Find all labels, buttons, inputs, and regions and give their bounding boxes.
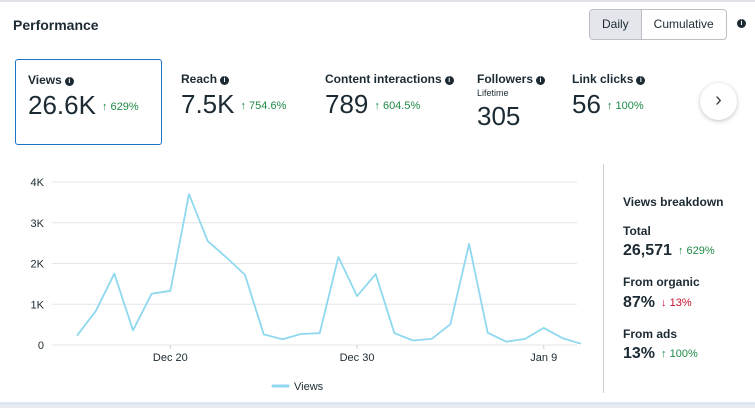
metric-change: ↑ 604.5% (374, 100, 421, 112)
y-tick-label: 2K (31, 259, 45, 271)
metric-label: Views (28, 73, 62, 87)
metric-value: 56 (572, 89, 601, 119)
x-tick-label: Jan 9 (530, 352, 557, 364)
organic-change: ↓ 13% (661, 297, 692, 309)
metric-reach[interactable]: Reach i 7.5K ↑ 754.6% (168, 59, 308, 145)
organic-value: 87% (623, 294, 656, 311)
page-title: Performance (13, 17, 99, 33)
series-line-views (76, 193, 582, 345)
total-change: ↑ 629% (677, 245, 715, 257)
metric-label: Link clicks (572, 72, 634, 86)
metric-views[interactable]: Views i 26.6K ↑ 629% (15, 59, 162, 145)
info-icon[interactable]: i (536, 76, 546, 85)
views-line-chart: 0 1K 2K 3K 4K Dec 20 Dec 30 Jan 9 Views (31, 177, 582, 393)
metric-content-interactions[interactable]: Content interactions i 789 ↑ 604.5% (312, 59, 462, 145)
metric-sublabel: Lifetime (477, 88, 509, 98)
metric-value: 7.5K (181, 89, 235, 119)
metric-change: ↑ 100% (606, 100, 644, 112)
ads-label: From ads (623, 327, 678, 341)
breakdown-title: Views breakdown (623, 195, 724, 209)
divider (603, 164, 604, 393)
metric-change: ↑ 754.6% (240, 100, 287, 112)
metric-link-clicks[interactable]: Link clicks i 56 ↑ 100% (560, 59, 680, 145)
x-tick-label: Dec 20 (153, 352, 188, 364)
cumulative-button[interactable]: Cumulative (653, 17, 714, 31)
metric-value: 305 (477, 101, 521, 131)
info-icon[interactable]: i (737, 19, 746, 28)
info-icon[interactable]: i (444, 76, 454, 85)
legend-label: Views (294, 381, 324, 393)
metric-value: 26.6K (28, 90, 96, 120)
y-tick-label: 1K (31, 299, 45, 311)
view-mode-toggle: Daily Cumulative (589, 9, 727, 40)
info-icon[interactable]: i (220, 76, 230, 85)
metric-label: Content interactions (325, 72, 442, 86)
info-icon[interactable]: i (64, 77, 74, 86)
ads-change: ↑ 100% (661, 348, 698, 360)
y-tick-label: 3K (31, 218, 45, 230)
metric-followers[interactable]: Followers i Lifetime 305 (466, 59, 556, 145)
metric-value: 789 (325, 89, 369, 119)
y-tick-label: 4K (31, 177, 45, 189)
metric-label: Followers (477, 72, 534, 86)
organic-label: From organic (623, 275, 700, 289)
info-icon[interactable]: i (636, 76, 646, 85)
ads-value: 13% (623, 345, 656, 362)
total-value: 26,571 (623, 242, 672, 259)
chevron-right-icon: › (715, 89, 722, 111)
x-tick-label: Dec 30 (340, 352, 375, 364)
next-metrics-button[interactable]: › (700, 83, 737, 120)
y-tick-label: 0 (38, 340, 44, 352)
metric-label: Reach (181, 72, 218, 86)
metric-change: ↑ 629% (101, 101, 139, 113)
daily-button[interactable]: Daily (590, 10, 642, 39)
total-label: Total (623, 224, 651, 238)
